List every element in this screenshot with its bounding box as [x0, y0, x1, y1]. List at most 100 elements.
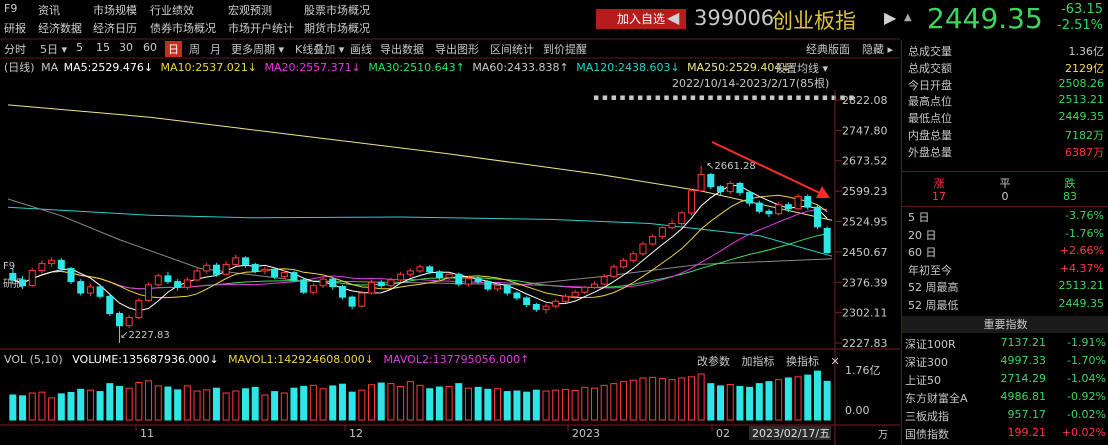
volume-bar — [212, 387, 220, 421]
add-indicator-button[interactable]: 加指标 — [741, 355, 775, 368]
stat-label: 最高点位 — [908, 95, 952, 109]
prev-stock-icon[interactable]: ◀ — [667, 8, 680, 27]
candle-body — [387, 279, 395, 287]
volume-bar — [96, 391, 104, 421]
candle-body — [290, 272, 298, 281]
candle-body — [212, 264, 220, 275]
index-row[interactable]: 深证300 4997.33 -1.70% — [905, 354, 1108, 370]
switch-indicator-button[interactable]: 换指标 — [786, 355, 819, 368]
candle-body — [707, 173, 715, 188]
nav-futures-market[interactable]: 期货市场概况 — [304, 22, 370, 35]
nav-news[interactable]: 资讯 — [38, 4, 60, 17]
index-row[interactable]: 东方财富全A 4986.81 -0.92% — [905, 390, 1108, 406]
ma5-value: MA5:2529.476↓ — [63, 61, 154, 74]
nav-stock-market[interactable]: 股票市场概况 — [304, 4, 370, 17]
volume-axis-unit: 万 — [878, 430, 888, 441]
kline-overlay-dropdown[interactable]: K线叠加 ▾ — [295, 43, 345, 56]
up-count: 17 — [932, 190, 946, 203]
index-row[interactable]: 国债指数 199.21 +0.02% — [905, 426, 1108, 442]
tab-monthly[interactable]: 月 — [210, 43, 221, 56]
candle-body — [261, 268, 269, 272]
nav-market-size[interactable]: 市场规模 — [93, 4, 137, 17]
tab-daily[interactable]: 日 — [165, 41, 182, 57]
next-stock-icon[interactable]: ▶ — [884, 8, 897, 27]
price-alert-button[interactable]: 到价提醒 — [543, 43, 587, 56]
candle-body — [678, 212, 686, 225]
change-params-button[interactable]: 改参数 — [697, 355, 730, 368]
volume-bar — [368, 384, 376, 421]
close-icon[interactable]: ✕ — [830, 355, 840, 368]
candle-body — [154, 275, 162, 286]
candle-body — [174, 281, 182, 288]
volume-bar — [532, 389, 540, 421]
candle-body — [804, 196, 812, 208]
stat-row: 总成交量 1.36亿 — [908, 43, 1104, 59]
tab-intraday[interactable]: 分时 — [4, 43, 26, 56]
candle-body — [726, 182, 734, 193]
volume-bar — [377, 382, 385, 421]
nav-research[interactable]: 研报 — [4, 22, 26, 35]
export-data-button[interactable]: 导出数据 — [380, 43, 424, 56]
nav-f9[interactable]: F9 — [4, 2, 18, 15]
volume-bar — [697, 373, 705, 421]
nav-economic-data[interactable]: 经济数据 — [38, 22, 82, 35]
volume-bar — [28, 392, 36, 421]
more-periods-dropdown[interactable]: 更多周期 ▾ — [231, 43, 285, 56]
hide-panel-button[interactable]: 隐藏 ▸ — [862, 43, 894, 56]
candle-body — [203, 264, 211, 272]
candle-body — [561, 295, 569, 302]
tab-15min[interactable]: 15 — [96, 41, 110, 54]
candle-body — [687, 190, 695, 214]
volume-bar — [77, 388, 85, 421]
stat-row: 外盘总量 6387万 — [908, 144, 1104, 160]
candle-body — [717, 186, 725, 193]
range-stats-button[interactable]: 区间统计 — [490, 43, 534, 56]
tab-60min[interactable]: 60 — [143, 41, 157, 54]
set-ma-dropdown[interactable]: 设置均线 ▾ — [775, 62, 829, 75]
marker-row: ▪▪▪▪▪▪▪▪▪▪▪▪▪▪▪▪▪▪▪▪▪▪▪▪▪▪▪▪▪▪ — [593, 93, 857, 103]
candle-body — [590, 283, 598, 288]
nav-economic-calendar[interactable]: 经济日历 — [93, 22, 137, 35]
index-price: 4986.81 — [1000, 390, 1047, 403]
draw-line-button[interactable]: 画线 — [350, 43, 372, 56]
f9-label[interactable]: F9 — [3, 261, 16, 272]
volume-bar — [513, 390, 521, 421]
classic-layout-button[interactable]: 经典版面 — [806, 43, 850, 56]
volume-label: VOL (5,10) — [4, 353, 63, 366]
ma250-value: MA250:2529.404↓ — [687, 61, 791, 74]
index-row[interactable]: 三板成指 957.17 -0.02% — [905, 408, 1108, 424]
research-label[interactable]: 研报 — [3, 279, 23, 290]
index-name: 国债指数 — [905, 428, 949, 441]
nav-account-stats[interactable]: 市场开户统计 — [228, 22, 294, 35]
volume-value: VOLUME:135687936.000↓ — [72, 353, 219, 366]
perf-row: 52 周最低 2449.35 — [908, 297, 1104, 313]
perf-row: 5 日 -3.76% — [908, 209, 1104, 225]
ma30-value: MA30:2510.643↑ — [368, 61, 465, 74]
candle-body — [300, 279, 308, 293]
nav-macro-forecast[interactable]: 宏观预测 — [228, 4, 272, 17]
stat-row: 总成交额 2129亿 — [908, 60, 1104, 76]
volume-bar — [804, 374, 812, 421]
volume-bar — [620, 381, 628, 421]
tab-5day[interactable]: 5日 ▾ — [40, 43, 68, 56]
volume-bar — [658, 378, 666, 421]
volume-axis-label: 0.00 — [845, 404, 870, 417]
perf-row: 52 周最高 2513.21 — [908, 279, 1104, 295]
ma5-line — [12, 184, 828, 312]
volume-bar — [67, 391, 75, 421]
tab-5min[interactable]: 5 — [76, 41, 83, 54]
mavol1-value: MAVOL1:142924608.000↓ — [228, 353, 375, 366]
export-image-button[interactable]: 导出图形 — [435, 43, 479, 56]
candle-body — [115, 312, 123, 327]
nav-bond-market[interactable]: 债券市场概况 — [150, 22, 216, 35]
index-change: -0.02% — [1067, 408, 1106, 421]
candle-body — [358, 292, 366, 307]
tab-30min[interactable]: 30 — [119, 41, 133, 54]
nav-industry-performance[interactable]: 行业绩效 — [150, 4, 194, 17]
add-to-watchlist-button[interactable]: 加入自选 — [596, 9, 686, 29]
index-row[interactable]: 深证100R 7137.21 -1.91% — [905, 336, 1108, 352]
kline-chart[interactable]: 2822.08 2747.80 2673.52 2599.23 2524.95 2450.… — [0, 0, 900, 445]
tab-weekly[interactable]: 周 — [189, 43, 200, 56]
index-row[interactable]: 上证50 2714.29 -1.04% — [905, 372, 1108, 388]
alert-icon[interactable]: ▲ — [904, 12, 912, 23]
